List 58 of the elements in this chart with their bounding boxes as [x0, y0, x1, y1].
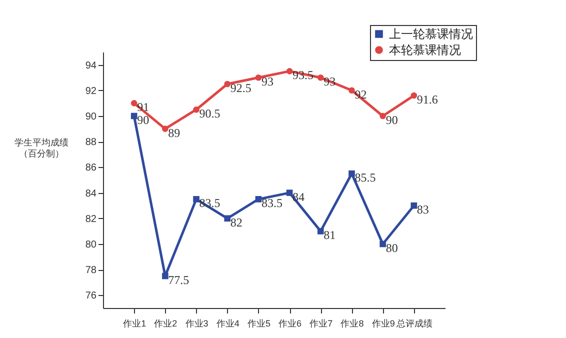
point — [317, 74, 324, 81]
data-label: 84 — [292, 190, 305, 204]
data-label: 85.5 — [354, 170, 376, 185]
point — [348, 170, 355, 177]
y-tick-label: 80 — [85, 240, 97, 250]
y-tick-label: 78 — [85, 265, 97, 276]
y-tick-label: 76 — [85, 290, 97, 302]
y-tick-label: 90 — [85, 112, 97, 122]
point — [193, 106, 200, 113]
data-label: 80 — [386, 241, 398, 255]
point — [286, 190, 293, 196]
data-label: 92.5 — [230, 81, 252, 95]
data-label: 89 — [168, 126, 180, 140]
point — [162, 126, 168, 132]
data-label: 82 — [230, 215, 242, 230]
y-tick-label: 94 — [85, 60, 97, 72]
point — [162, 272, 168, 280]
legend-label: 本轮慕课情况 — [389, 43, 461, 57]
x-tick-label: 作业3 — [184, 318, 208, 328]
point — [410, 92, 418, 99]
legend-label: 上一轮慕课情况 — [389, 27, 473, 41]
point — [130, 100, 138, 106]
x-tick-label: 作业5 — [246, 318, 270, 328]
point — [193, 196, 200, 202]
point — [224, 215, 231, 222]
point — [255, 196, 262, 202]
data-label: 93 — [261, 74, 274, 89]
point — [286, 68, 293, 74]
x-tick-label: 作业9 — [370, 318, 395, 328]
data-label: 90.5 — [199, 106, 220, 121]
y-tick-label: 84 — [85, 188, 97, 200]
point — [224, 80, 231, 88]
data-label: 77.5 — [168, 273, 190, 287]
point — [348, 87, 355, 94]
data-label: 81 — [324, 228, 336, 242]
data-label: 83.5 — [261, 196, 282, 210]
point — [317, 228, 324, 234]
x-tick-label: 作业1 — [122, 318, 146, 328]
y-tick-label: 86 — [85, 162, 97, 174]
y-axis-title: 学生平均成绩（百分制） — [14, 138, 68, 158]
x-tick-label: 总评成绩 — [395, 318, 432, 328]
data-label: 90 — [137, 113, 150, 127]
x-tick-label: 作业7 — [308, 318, 333, 328]
point — [410, 202, 418, 209]
point — [380, 240, 386, 248]
point — [380, 112, 386, 120]
x-tick-label: 作业4 — [215, 318, 240, 328]
x-tick-label: 作业8 — [340, 318, 364, 328]
y-tick-label: 88 — [85, 137, 97, 148]
data-label: 91.6 — [416, 92, 438, 107]
point — [255, 74, 262, 81]
y-tick-label: 82 — [85, 214, 97, 225]
x-tick-label: 作业6 — [278, 318, 302, 328]
data-label: 90 — [386, 113, 398, 127]
x-tick-label: 作业2 — [153, 318, 178, 328]
point — [130, 112, 138, 120]
data-label: 83 — [416, 202, 429, 217]
y-tick-label: 92 — [85, 86, 97, 97]
